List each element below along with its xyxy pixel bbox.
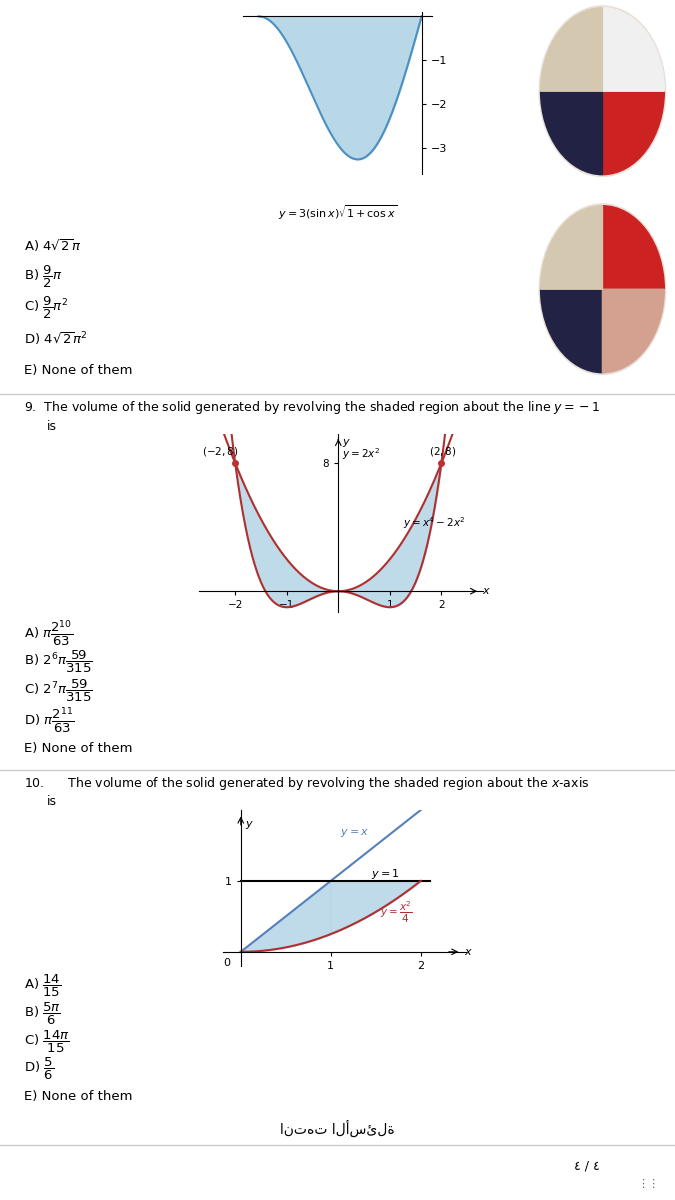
Wedge shape <box>602 289 664 373</box>
Text: is: is <box>47 420 57 432</box>
Text: D) $\dfrac{5}{6}$: D) $\dfrac{5}{6}$ <box>24 1056 53 1082</box>
Text: $y = 1$: $y = 1$ <box>371 868 400 881</box>
Text: B) $\dfrac{9}{2}\pi$: B) $\dfrac{9}{2}\pi$ <box>24 264 62 290</box>
Wedge shape <box>541 205 602 289</box>
Text: A) $4\sqrt{2}\pi$: A) $4\sqrt{2}\pi$ <box>24 238 81 254</box>
Wedge shape <box>541 91 602 175</box>
Text: is: is <box>47 796 57 808</box>
Text: $0$: $0$ <box>223 956 232 968</box>
Text: $y = \dfrac{x^2}{4}$: $y = \dfrac{x^2}{4}$ <box>380 900 413 925</box>
Text: E) None of them: E) None of them <box>24 365 132 377</box>
Text: D) $4\sqrt{2}\pi^2$: D) $4\sqrt{2}\pi^2$ <box>24 331 87 348</box>
Text: ٤ / ٤: ٤ / ٤ <box>574 1160 600 1172</box>
Wedge shape <box>541 289 602 373</box>
Text: B) $\dfrac{5\pi}{6}$: B) $\dfrac{5\pi}{6}$ <box>24 1001 61 1027</box>
Text: $y$: $y$ <box>342 437 351 449</box>
Text: $x$: $x$ <box>481 587 491 596</box>
Text: E) None of them: E) None of them <box>24 743 132 755</box>
Text: 9.  The volume of the solid generated by revolving the shaded region about the l: 9. The volume of the solid generated by … <box>24 400 600 416</box>
Text: C) $\dfrac{9}{2}\pi^2$: C) $\dfrac{9}{2}\pi^2$ <box>24 295 68 322</box>
Text: A) $\dfrac{14}{15}$: A) $\dfrac{14}{15}$ <box>24 973 61 1000</box>
Wedge shape <box>541 7 602 91</box>
Circle shape <box>539 6 666 176</box>
Text: $y$: $y$ <box>245 818 254 830</box>
Wedge shape <box>602 91 664 175</box>
Text: $y = x^4 - 2x^2$: $y = x^4 - 2x^2$ <box>403 516 465 532</box>
Text: C) $2^7\pi\dfrac{59}{315}$: C) $2^7\pi\dfrac{59}{315}$ <box>24 678 92 704</box>
Wedge shape <box>602 7 664 91</box>
Text: انتهت الأسئلة: انتهت الأسئلة <box>280 1120 395 1136</box>
Text: ⋮⋮: ⋮⋮ <box>637 1180 659 1189</box>
Text: A) $\pi\dfrac{2^{10}}{63}$: A) $\pi\dfrac{2^{10}}{63}$ <box>24 619 73 648</box>
Text: B) $2^6\pi\dfrac{59}{315}$: B) $2^6\pi\dfrac{59}{315}$ <box>24 649 92 676</box>
Text: 10.      The volume of the solid generated by revolving the shaded region about : 10. The volume of the solid generated by… <box>24 775 589 792</box>
Text: C) $\dfrac{14\pi}{15}$: C) $\dfrac{14\pi}{15}$ <box>24 1028 70 1055</box>
Text: $(-2, 8)$: $(-2, 8)$ <box>202 445 238 458</box>
Text: $(2, 8)$: $(2, 8)$ <box>429 445 456 458</box>
Text: $x$: $x$ <box>464 947 473 956</box>
Text: $y = x$: $y = x$ <box>340 827 369 839</box>
Text: $y = 2x^2$: $y = 2x^2$ <box>342 446 381 462</box>
Text: E) None of them: E) None of them <box>24 1091 132 1103</box>
Circle shape <box>539 204 666 374</box>
Text: $y = 3(\sin x)\sqrt{1 + \cos x}$: $y = 3(\sin x)\sqrt{1 + \cos x}$ <box>278 203 397 222</box>
Text: D) $\pi\dfrac{2^{11}}{63}$: D) $\pi\dfrac{2^{11}}{63}$ <box>24 706 74 734</box>
Wedge shape <box>602 205 664 289</box>
